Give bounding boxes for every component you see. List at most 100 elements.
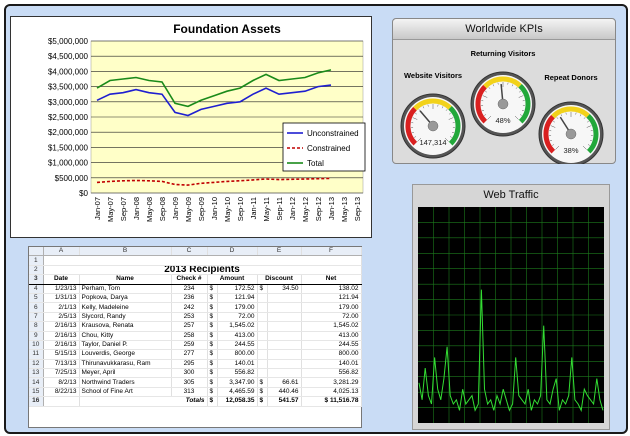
amount-cell[interactable]: 800.00 xyxy=(217,349,258,360)
row-header[interactable]: 3 xyxy=(29,274,44,285)
totals-label[interactable]: Totals xyxy=(79,396,208,407)
row-header[interactable]: 13 xyxy=(29,368,44,379)
discount-cell[interactable] xyxy=(267,302,302,313)
row-header[interactable]: 9 xyxy=(29,331,44,341)
date-cell[interactable]: 8/2/13 xyxy=(43,377,80,388)
column-title[interactable]: Discount xyxy=(257,274,302,285)
date-cell[interactable]: 2/16/13 xyxy=(43,331,80,341)
net-cell[interactable]: 179.00 xyxy=(301,302,362,313)
date-cell[interactable]: 2/16/13 xyxy=(43,321,80,332)
check-cell[interactable]: 257 xyxy=(171,321,208,332)
discount-cell[interactable] xyxy=(267,293,302,304)
row-header[interactable]: 1 xyxy=(29,255,44,266)
column-header[interactable]: A xyxy=(43,247,80,257)
total-amount[interactable]: 12,058.35 xyxy=(217,396,258,407)
discount-cell[interactable] xyxy=(267,312,302,323)
amount-cell[interactable]: 413.00 xyxy=(217,331,258,341)
row-header[interactable]: 5 xyxy=(29,293,44,304)
name-cell[interactable]: Perham, Tom xyxy=(79,284,172,294)
discount-cell[interactable]: 66.61 xyxy=(267,377,302,388)
date-cell[interactable]: 7/13/13 xyxy=(43,359,80,370)
net-cell[interactable]: 138.02 xyxy=(301,284,362,294)
discount-cell[interactable] xyxy=(267,368,302,379)
date-cell[interactable]: 2/16/13 xyxy=(43,340,80,351)
net-cell[interactable]: 140.01 xyxy=(301,359,362,370)
name-cell[interactable]: Chou, Kitty xyxy=(79,331,172,341)
column-title[interactable]: Net xyxy=(301,274,362,285)
check-cell[interactable]: 242 xyxy=(171,302,208,313)
name-cell[interactable]: Kelly, Madeleine xyxy=(79,302,172,313)
net-cell[interactable]: 413.00 xyxy=(301,331,362,341)
column-header[interactable]: D xyxy=(207,247,258,257)
column-title[interactable]: Date xyxy=(43,274,80,285)
check-cell[interactable]: 313 xyxy=(171,387,208,398)
net-cell[interactable]: 121.94 xyxy=(301,293,362,304)
name-cell[interactable]: Taylor, Daniel P. xyxy=(79,340,172,351)
check-cell[interactable]: 258 xyxy=(171,331,208,341)
amount-cell[interactable]: 556.82 xyxy=(217,368,258,379)
net-cell[interactable]: 556.82 xyxy=(301,368,362,379)
check-cell[interactable]: 295 xyxy=(171,359,208,370)
sheet-title[interactable]: 2013 Recipients xyxy=(43,265,362,276)
date-cell[interactable]: 7/25/13 xyxy=(43,368,80,379)
check-cell[interactable]: 234 xyxy=(171,284,208,294)
name-cell[interactable]: Popkova, Darya xyxy=(79,293,172,304)
row-header[interactable]: 11 xyxy=(29,349,44,360)
name-cell[interactable]: Slycord, Randy xyxy=(79,312,172,323)
amount-cell[interactable]: 140.01 xyxy=(217,359,258,370)
date-cell[interactable]: 1/23/13 xyxy=(43,284,80,294)
row-header[interactable]: 16 xyxy=(29,396,44,407)
check-cell[interactable]: 277 xyxy=(171,349,208,360)
net-cell[interactable]: 800.00 xyxy=(301,349,362,360)
discount-cell[interactable] xyxy=(267,359,302,370)
column-header[interactable]: E xyxy=(257,247,302,257)
row-header[interactable]: 12 xyxy=(29,359,44,370)
net-cell[interactable]: 3,281.29 xyxy=(301,377,362,388)
row-header[interactable]: 15 xyxy=(29,387,44,398)
row-header[interactable]: 6 xyxy=(29,302,44,313)
total-net[interactable]: $ 11,516.78 xyxy=(301,396,362,407)
row-header[interactable]: 2 xyxy=(29,265,44,276)
total-discount[interactable]: 541.57 xyxy=(267,396,302,407)
discount-cell[interactable] xyxy=(267,340,302,351)
check-cell[interactable]: 253 xyxy=(171,312,208,323)
check-cell[interactable]: 300 xyxy=(171,368,208,379)
amount-cell[interactable]: 244.55 xyxy=(217,340,258,351)
column-header[interactable]: C xyxy=(171,247,208,257)
date-cell[interactable]: 2/5/13 xyxy=(43,312,80,323)
name-cell[interactable]: Krausova, Renata xyxy=(79,321,172,332)
amount-cell[interactable]: 172.52 xyxy=(217,284,258,294)
discount-cell[interactable] xyxy=(267,321,302,332)
net-cell[interactable]: 4,025.13 xyxy=(301,387,362,398)
check-cell[interactable]: 259 xyxy=(171,340,208,351)
date-cell[interactable]: 5/15/13 xyxy=(43,349,80,360)
cell[interactable] xyxy=(43,255,362,266)
name-cell[interactable]: Louverdis, George xyxy=(79,349,172,360)
amount-cell[interactable]: 121.94 xyxy=(217,293,258,304)
net-cell[interactable]: 72.00 xyxy=(301,312,362,323)
amount-cell[interactable]: 179.00 xyxy=(217,302,258,313)
column-title[interactable]: Amount xyxy=(207,274,258,285)
row-header[interactable]: 14 xyxy=(29,377,44,388)
discount-cell[interactable]: 440.46 xyxy=(267,387,302,398)
discount-cell[interactable]: 34.50 xyxy=(267,284,302,294)
amount-cell[interactable]: 72.00 xyxy=(217,312,258,323)
date-cell[interactable]: 1/31/13 xyxy=(43,293,80,304)
amount-cell[interactable]: 4,465.59 xyxy=(217,387,258,398)
check-cell[interactable]: 305 xyxy=(171,377,208,388)
date-cell[interactable]: 8/22/13 xyxy=(43,387,80,398)
column-header[interactable]: B xyxy=(79,247,172,257)
amount-cell[interactable]: 1,545.02 xyxy=(217,321,258,332)
column-header[interactable]: F xyxy=(301,247,362,257)
amount-cell[interactable]: 3,347.90 xyxy=(217,377,258,388)
column-title[interactable]: Check # xyxy=(171,274,208,285)
name-cell[interactable]: Meyer, April xyxy=(79,368,172,379)
net-cell[interactable]: 244.55 xyxy=(301,340,362,351)
date-cell[interactable]: 2/1/13 xyxy=(43,302,80,313)
discount-cell[interactable] xyxy=(267,331,302,341)
net-cell[interactable]: 1,545.02 xyxy=(301,321,362,332)
discount-cell[interactable] xyxy=(267,349,302,360)
check-cell[interactable]: 236 xyxy=(171,293,208,304)
name-cell[interactable]: Northwind Traders xyxy=(79,377,172,388)
row-header[interactable]: 7 xyxy=(29,312,44,323)
